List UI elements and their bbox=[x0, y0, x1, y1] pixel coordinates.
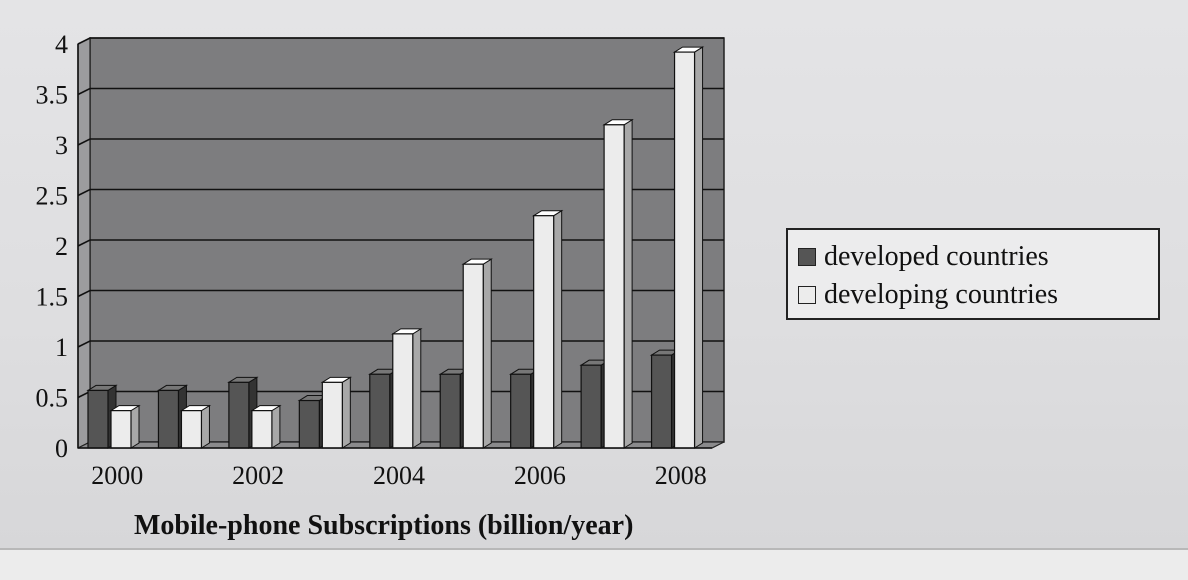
grid-line bbox=[77, 138, 724, 146]
bar-side bbox=[623, 118, 633, 449]
legend-swatch-developing bbox=[798, 286, 816, 304]
bar-side bbox=[482, 258, 492, 449]
legend-item-developing: developing countries bbox=[798, 276, 1158, 314]
bar-developing-2000 bbox=[109, 404, 141, 449]
chart-caption: Mobile-phone Subscriptions (billion/year… bbox=[134, 510, 634, 541]
bar-front bbox=[298, 399, 320, 449]
bar-front bbox=[673, 51, 696, 449]
bar-developing-2006 bbox=[531, 209, 564, 449]
bar-front bbox=[439, 373, 461, 449]
bar-front bbox=[228, 381, 250, 449]
x-tick-label: 2000 bbox=[91, 461, 143, 490]
bar-side bbox=[412, 327, 422, 449]
axes bbox=[77, 44, 712, 449]
y-tick-label: 0 bbox=[55, 434, 68, 463]
page-edge bbox=[0, 548, 1188, 580]
bar-developing-2002 bbox=[250, 404, 282, 449]
bar-front bbox=[580, 364, 602, 449]
bar-front bbox=[462, 263, 484, 449]
bar-developing-2004 bbox=[391, 327, 423, 449]
y-tick-label: 2.5 bbox=[36, 182, 69, 211]
y-tick-label: 3 bbox=[55, 131, 68, 160]
grid-line bbox=[77, 340, 724, 348]
x-tick-label: 2002 bbox=[232, 461, 284, 490]
legend: developed countries developing countries bbox=[786, 228, 1160, 320]
y-tick-label: 1 bbox=[55, 333, 68, 362]
grid-line bbox=[77, 188, 724, 197]
legend-label-developed: developed countries bbox=[824, 241, 1049, 272]
y-tick-label: 3.5 bbox=[36, 81, 69, 110]
x-tick-label: 2008 bbox=[655, 461, 707, 490]
y-tick-label: 2 bbox=[55, 232, 68, 261]
bar-side bbox=[130, 404, 140, 449]
grid-line bbox=[77, 239, 724, 247]
bar-front bbox=[87, 389, 109, 449]
x-axis-tick-labels: 2000 2002 2004 2006 2008 bbox=[91, 461, 707, 490]
bar-developing-2005 bbox=[461, 258, 493, 449]
bar-developing-2008 bbox=[672, 46, 705, 449]
bar-developed-2002 bbox=[227, 376, 259, 449]
bar-side bbox=[553, 209, 563, 449]
bar-front bbox=[251, 410, 273, 449]
legend-label-developing: developing countries bbox=[824, 279, 1059, 310]
y-tick-label: 4 bbox=[55, 30, 68, 59]
bar-developing-2007 bbox=[602, 118, 634, 449]
bar-front bbox=[510, 373, 532, 449]
y-axis-tick-labels: 0 0.5 1 1.5 2 2.5 3 3.5 4 bbox=[36, 30, 69, 463]
y-tick-label: 1.5 bbox=[36, 283, 69, 312]
grid-line bbox=[77, 87, 724, 96]
bar-front bbox=[650, 354, 673, 449]
x-tick-label: 2004 bbox=[373, 461, 425, 490]
bar-front bbox=[603, 124, 625, 449]
grid-line bbox=[77, 289, 724, 298]
bar-front bbox=[110, 410, 132, 449]
bar-front bbox=[533, 215, 555, 449]
bar-side bbox=[200, 404, 210, 449]
grid-line bbox=[77, 37, 724, 45]
x-tick-label: 2006 bbox=[514, 461, 566, 490]
grid-lines bbox=[77, 37, 724, 399]
y-tick-label: 0.5 bbox=[36, 384, 69, 413]
bar-front bbox=[369, 373, 391, 449]
bar-side bbox=[341, 376, 351, 449]
bar-developing-2003 bbox=[320, 376, 353, 449]
legend-item-developed: developed countries bbox=[798, 238, 1158, 276]
bar-front bbox=[157, 389, 180, 449]
bar-developing-2001 bbox=[179, 404, 212, 449]
legend-swatch-developed bbox=[798, 248, 816, 266]
bar-side bbox=[694, 46, 704, 449]
bar-front bbox=[321, 381, 343, 449]
bar-developed-2000 bbox=[86, 384, 118, 449]
bar-side bbox=[271, 404, 281, 449]
bar-front bbox=[180, 410, 203, 449]
bar-front bbox=[392, 333, 414, 449]
